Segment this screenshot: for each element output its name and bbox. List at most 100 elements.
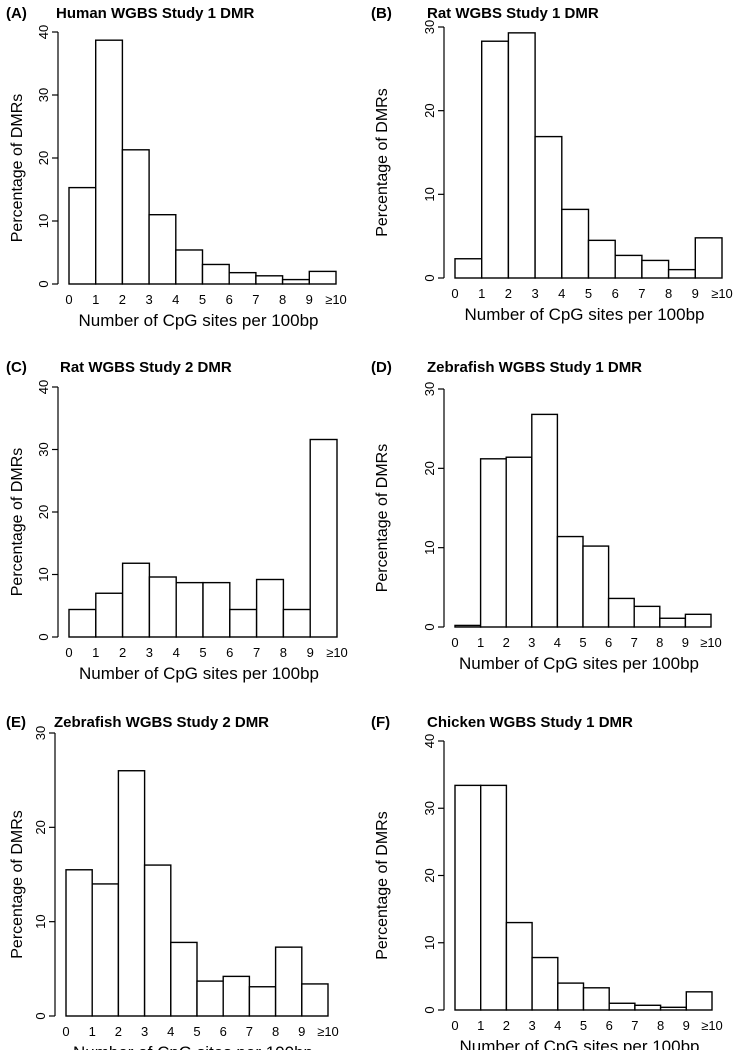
histogram-bar xyxy=(201,263,230,285)
x-tick-label: ≥10 xyxy=(711,286,733,301)
x-tick-label: 9 xyxy=(692,286,699,301)
histogram-bar xyxy=(667,268,696,279)
y-axis-label: Percentage of DMRs xyxy=(9,94,26,243)
y-tick-label: 10 xyxy=(422,540,437,554)
x-tick-label: ≥10 xyxy=(701,1018,723,1033)
x-tick-label: 5 xyxy=(193,1024,200,1039)
y-axis-label: Percentage of DMRs xyxy=(374,88,391,237)
histogram-bar xyxy=(608,1002,636,1011)
y-tick-label: 30 xyxy=(422,801,437,815)
x-tick-label: ≥10 xyxy=(325,292,347,307)
histogram-bar xyxy=(479,458,507,628)
x-tick-label: 5 xyxy=(585,286,592,301)
histogram-bar xyxy=(255,275,284,285)
histogram-bar xyxy=(454,258,483,279)
histogram-bar xyxy=(175,249,204,285)
histogram-bar xyxy=(480,784,508,1011)
x-tick-label: 2 xyxy=(503,635,510,650)
histogram-bar xyxy=(507,32,536,279)
x-tick-label: 9 xyxy=(298,1024,305,1039)
panel-label: (E) xyxy=(6,714,26,731)
x-tick-label: 4 xyxy=(554,635,561,650)
x-tick-label: 2 xyxy=(119,292,126,307)
x-tick-label: 0 xyxy=(451,1018,458,1033)
histogram-bar xyxy=(308,270,337,285)
histogram-bar xyxy=(117,770,146,1017)
x-tick-label: 1 xyxy=(92,292,99,307)
y-tick-label: 40 xyxy=(36,380,51,394)
y-tick-label: 30 xyxy=(422,382,437,396)
y-tick-label: 40 xyxy=(422,734,437,748)
x-tick-label: 4 xyxy=(167,1024,174,1039)
x-axis-label: Number of CpG sites per 100bp xyxy=(459,654,699,673)
x-tick-label: 8 xyxy=(657,1018,664,1033)
x-tick-label: 9 xyxy=(306,292,313,307)
histogram-bar xyxy=(170,941,198,1017)
y-tick-label: 40 xyxy=(36,25,51,39)
x-tick-label: 2 xyxy=(505,286,512,301)
histogram-bar xyxy=(255,578,285,638)
x-tick-label: 3 xyxy=(528,635,535,650)
histogram-bar xyxy=(143,864,172,1017)
chart-title: Rat WGBS Study 1 DMR xyxy=(427,5,599,22)
histogram-bar xyxy=(659,1006,687,1011)
y-tick-label: 10 xyxy=(33,914,48,928)
histogram-bar xyxy=(505,921,533,1011)
histogram-bar xyxy=(175,581,204,638)
histogram-bar xyxy=(454,624,482,628)
x-axis-label: Number of CpG sites per 100bp xyxy=(79,664,319,683)
x-tick-label: 1 xyxy=(478,286,485,301)
histogram-bar xyxy=(202,581,231,638)
histogram-bar xyxy=(641,259,670,279)
x-tick-label: 4 xyxy=(558,286,565,301)
histogram-bar xyxy=(582,987,610,1011)
y-tick-label: 30 xyxy=(33,726,48,740)
x-tick-label: 2 xyxy=(115,1024,122,1039)
x-tick-label: 6 xyxy=(226,292,233,307)
y-tick-label: 0 xyxy=(36,633,51,640)
y-tick-label: 30 xyxy=(36,442,51,456)
x-tick-label: 1 xyxy=(92,645,99,660)
y-tick-label: 10 xyxy=(422,936,437,950)
y-tick-label: 30 xyxy=(422,20,437,34)
x-tick-label: 4 xyxy=(554,1018,561,1033)
histogram-bar xyxy=(148,576,177,638)
y-tick-label: 0 xyxy=(33,1012,48,1019)
histogram-bar xyxy=(587,239,616,279)
histogram-bar xyxy=(91,883,120,1017)
y-axis-label: Percentage of DMRs xyxy=(9,810,26,959)
histogram-bar xyxy=(659,617,687,628)
x-tick-label: 7 xyxy=(253,645,260,660)
y-axis-label: Percentage of DMRs xyxy=(9,448,26,597)
histogram-bar xyxy=(121,149,150,285)
x-tick-label: ≥10 xyxy=(700,635,722,650)
x-tick-label: 0 xyxy=(65,645,72,660)
x-tick-label: 9 xyxy=(682,635,689,650)
histogram-bar xyxy=(531,956,559,1011)
x-tick-label: 3 xyxy=(145,292,152,307)
histogram-bar xyxy=(65,869,93,1017)
x-tick-label: 4 xyxy=(172,292,179,307)
x-tick-label: 6 xyxy=(220,1024,227,1039)
histogram-bar xyxy=(505,456,533,628)
panel-label: (A) xyxy=(6,5,27,22)
histogram-bar xyxy=(694,237,723,279)
x-tick-label: 0 xyxy=(65,292,72,307)
x-tick-label: 8 xyxy=(279,292,286,307)
x-tick-label: 8 xyxy=(280,645,287,660)
x-tick-label: 6 xyxy=(612,286,619,301)
panel-label: (D) xyxy=(371,359,392,376)
x-tick-label: 7 xyxy=(246,1024,253,1039)
x-tick-label: 6 xyxy=(605,635,612,650)
histogram-bar xyxy=(68,608,97,638)
x-axis-label: Number of CpG sites per 100bp xyxy=(459,1037,699,1050)
x-tick-label: ≥10 xyxy=(326,645,348,660)
x-tick-label: 7 xyxy=(638,286,645,301)
y-tick-label: 20 xyxy=(422,868,437,882)
histogram-bar xyxy=(582,545,610,628)
y-tick-label: 20 xyxy=(36,505,51,519)
x-tick-label: 5 xyxy=(579,635,586,650)
chart-title: Zebrafish WGBS Study 1 DMR xyxy=(427,359,642,376)
x-tick-label: 9 xyxy=(683,1018,690,1033)
histogram-bar xyxy=(614,254,643,279)
